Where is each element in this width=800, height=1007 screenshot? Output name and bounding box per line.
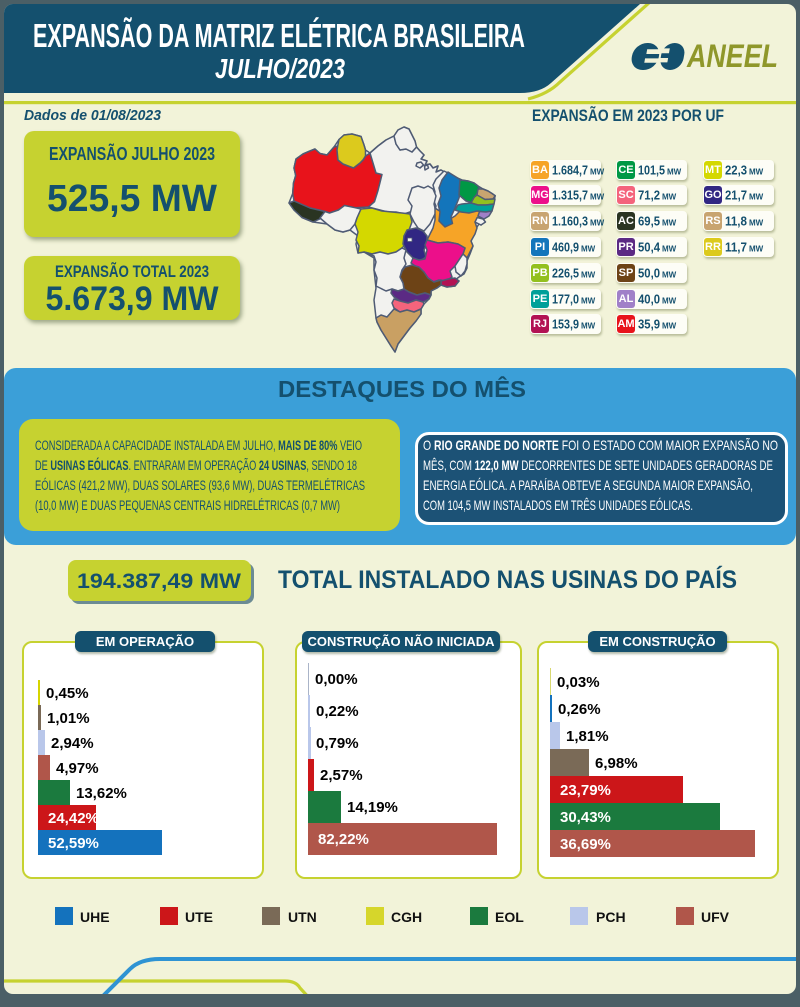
svg-text:226,5: 226,5 [552,266,579,280]
svg-text:MW: MW [581,270,596,279]
svg-text:EXPANSÃO DA MATRIZ ELÉTRICA BR: EXPANSÃO DA MATRIZ ELÉTRICA BRASILEIRA [33,17,525,54]
svg-text:(10,0 MW) E DUAS PEQUENAS CENT: (10,0 MW) E DUAS PEQUENAS CENTRAIS HIDRE… [35,498,340,513]
svg-text:MW: MW [662,219,677,228]
svg-text:MW: MW [662,322,677,331]
svg-text:101,5: 101,5 [638,163,665,177]
svg-text:O RIO GRANDE DO NORTE FOI O ES: O RIO GRANDE DO NORTE FOI O ESTADO COM M… [423,437,778,453]
svg-text:COM 104,5 MW INSTALADOS EM TRÊ: COM 104,5 MW INSTALADOS EM TRÊS UNIDADES… [423,497,693,513]
svg-text:1.315,7: 1.315,7 [552,189,588,203]
svg-text:525,5 MW: 525,5 MW [47,178,217,220]
svg-text:MW: MW [590,193,605,202]
svg-text:22,3: 22,3 [725,163,747,177]
svg-text:1.684,7: 1.684,7 [552,163,588,177]
svg-text:MW: MW [667,167,682,176]
svg-text:40,0: 40,0 [638,292,660,306]
svg-text:1.160,3: 1.160,3 [552,215,588,229]
svg-text:Dados de 01/08/2023: Dados de 01/08/2023 [24,107,162,124]
svg-text:50,4: 50,4 [638,240,660,254]
svg-text:MÊS, COM 122,0 MW DECORRENTES: MÊS, COM 122,0 MW DECORRENTES DE SETE UN… [423,457,773,473]
svg-text:MW: MW [662,270,677,279]
svg-text:460,9: 460,9 [552,240,579,254]
svg-text:153,9: 153,9 [552,318,579,332]
svg-text:MW: MW [581,296,596,305]
svg-text:71,2: 71,2 [638,189,660,203]
svg-text:ENERGIA EÓLICA. A PARAÍBA OBTE: ENERGIA EÓLICA. A PARAÍBA OBTEVE A SEGUN… [423,477,753,493]
svg-text:177,0: 177,0 [552,292,579,306]
svg-text:DESTAQUES DO MÊS: DESTAQUES DO MÊS [278,375,526,402]
svg-text:MW: MW [662,296,677,305]
svg-text:5.673,9 MW: 5.673,9 MW [46,280,220,318]
svg-text:MW: MW [749,193,764,202]
svg-text:MW: MW [749,167,764,176]
svg-text:MW: MW [581,322,596,331]
svg-text:EXPANSÃO TOTAL 2023: EXPANSÃO TOTAL 2023 [55,261,209,281]
svg-text:JULHO/2023: JULHO/2023 [215,53,345,84]
svg-text:MW: MW [581,244,596,253]
svg-text:MW: MW [590,167,605,176]
svg-text:21,7: 21,7 [725,189,747,203]
svg-text:MW: MW [662,193,677,202]
svg-text:11,7: 11,7 [725,240,747,254]
svg-text:35,9: 35,9 [638,318,660,332]
svg-text:50,0: 50,0 [638,266,660,280]
svg-text:DE USINAS EÓLICAS. ENTRARAM EM: DE USINAS EÓLICAS. ENTRARAM EM OPERAÇÃO … [35,458,357,473]
svg-text:MW: MW [662,244,677,253]
svg-text:11,8: 11,8 [725,215,747,229]
svg-text:TOTAL INSTALADO NAS USINAS DO: TOTAL INSTALADO NAS USINAS DO PAÍS [278,565,737,594]
svg-text:EXPANSÃO EM 2023 POR UF: EXPANSÃO EM 2023 POR UF [532,105,724,125]
svg-text:69,5: 69,5 [638,215,660,229]
svg-text:MW: MW [590,219,605,228]
svg-text:EXPANSÃO JULHO 2023: EXPANSÃO JULHO 2023 [49,143,215,164]
svg-text:EÓLICAS (421,2 MW), DUAS SOLAR: EÓLICAS (421,2 MW), DUAS SOLARES (93,6 M… [35,478,365,493]
svg-text:ANEEL: ANEEL [686,38,778,74]
svg-text:MW: MW [749,219,764,228]
svg-text:CONSIDERADA A CAPACIDADE INSTA: CONSIDERADA A CAPACIDADE INSTALADA EM JU… [35,438,362,453]
svg-text:194.387,49 MW: 194.387,49 MW [77,570,241,593]
svg-text:MW: MW [749,244,764,253]
